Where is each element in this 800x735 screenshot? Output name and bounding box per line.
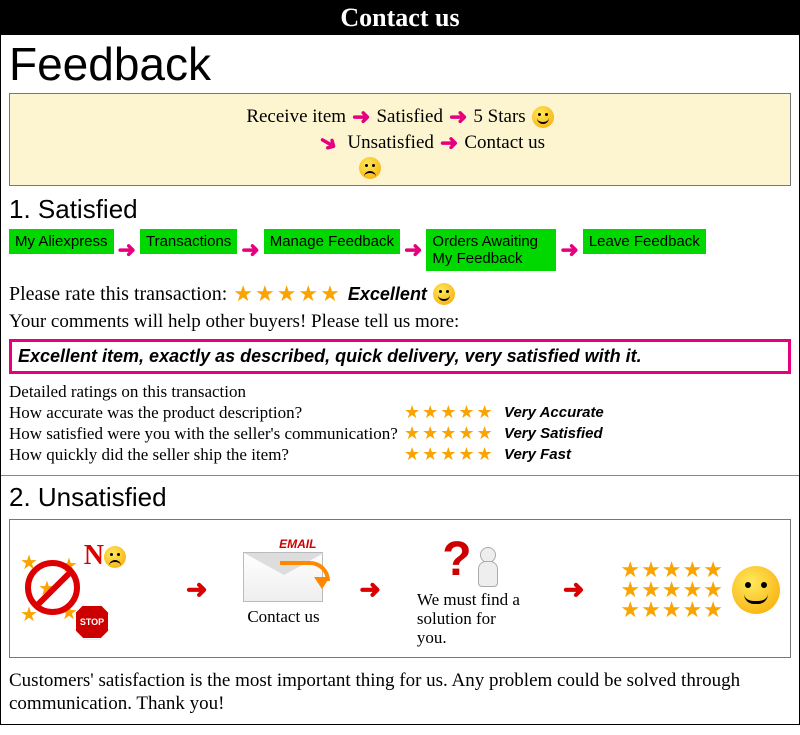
flow-receive: Receive item [246,106,346,128]
nav-step: My Aliexpress [9,229,114,254]
detail-a3: Very Fast [504,446,571,463]
nav-step: Manage Feedback [264,229,400,254]
five-stars-icon: ★★★★★ [233,281,342,307]
detail-a2: Very Satisfied [504,425,603,442]
stars-icon: ★★★★★ [404,444,504,465]
nav-steps: My Aliexpress ➜ Transactions ➜ Manage Fe… [1,227,799,280]
big-smiley-icon [732,566,780,614]
no-stars-cell: ★ ★ ★ ★ ★ N STOP [20,550,150,630]
comment-box: Excellent item, exactly as described, qu… [9,339,791,374]
arrow-red-icon: ➜ [359,575,381,605]
rate-prompt: Please rate this transaction: [9,283,227,306]
detail-row: How accurate was the product description… [9,402,791,423]
nav-step: Leave Feedback [583,229,706,254]
detail-q2: How satisfied were you with the seller's… [9,424,404,444]
unsatisfied-row: ★ ★ ★ ★ ★ N STOP ➜ EMAIL Contact us ➜ [20,532,780,647]
flow-box: Receive item ➜ Satisfied ➜ 5 Stars ➜ Uns… [9,93,791,186]
footer-text: Customers' satisfaction is the most impo… [1,662,799,724]
solution-cell: ? We must find a solution for you. [417,532,527,647]
arrow-icon: ➜ [560,237,578,263]
arrow-diag-icon: ➜ [314,127,343,159]
comments-prompt: Your comments will help other buyers! Pl… [1,309,799,335]
detail-q3: How quickly did the seller ship the item… [9,445,404,465]
arrow-red-icon: ➜ [563,575,585,605]
page-container: Contact us Feedback Receive item ➜ Satis… [0,0,800,725]
flow-contact: Contact us [464,132,545,154]
no-label: N [84,540,126,572]
flow-unsatisfied: Unsatisfied [347,132,434,154]
excellent-label: Excellent [348,284,427,305]
sad-face-wrap [0,156,782,179]
rate-line: Please rate this transaction: ★★★★★ Exce… [1,279,799,309]
flow-row-2: ➜ Unsatisfied ➜ Contact us [78,130,782,156]
arrow-icon: ➜ [241,237,259,263]
detail-row: How quickly did the seller ship the item… [9,444,791,465]
nav-step: Transactions [140,229,237,254]
envelope-icon: EMAIL [243,552,323,602]
divider [1,475,799,476]
header-bar: Contact us [1,1,799,35]
stars-icon: ★★★★★ [404,402,504,423]
detail-a1: Very Accurate [504,404,604,421]
result-cell: ★★★★★ ★★★★★ ★★★★★ [620,560,780,619]
section-1-title: 1. Satisfied [1,190,799,227]
flow-satisfied: Satisfied [376,106,443,128]
stop-icon: STOP [74,604,110,640]
sad-icon [359,157,381,179]
detail-title: Detailed ratings on this transaction [9,382,791,402]
section-2-title: 2. Unsatisfied [1,478,799,515]
unsatisfied-box: ★ ★ ★ ★ ★ N STOP ➜ EMAIL Contact us ➜ [9,519,791,658]
detail-row: How satisfied were you with the seller's… [9,423,791,444]
flow-5stars: 5 Stars [473,106,525,128]
forbidden-stars-icon: ★ ★ ★ ★ ★ N STOP [20,550,110,630]
arrow-red-icon: ➜ [186,575,208,605]
arrow-icon: ➜ [449,104,467,130]
nav-step: Orders Awaiting My Feedback [426,229,556,272]
smiley-icon [433,283,455,305]
arrow-icon: ➜ [352,104,370,130]
contact-caption: Contact us [243,608,323,627]
flow-row-1: Receive item ➜ Satisfied ➜ 5 Stars [18,104,782,130]
arrow-icon: ➜ [118,237,136,263]
smiley-icon [532,106,554,128]
arrow-icon: ➜ [440,130,458,156]
contact-cell: EMAIL Contact us [243,552,323,627]
email-label: EMAIL [279,537,316,551]
solution-caption: We must find a solution for you. [417,591,527,647]
stars-grid-icon: ★★★★★ ★★★★★ ★★★★★ [620,560,724,619]
stars-icon: ★★★★★ [404,423,504,444]
feedback-title: Feedback [1,35,799,91]
question-figure-icon: ? [417,532,527,587]
arrow-icon: ➜ [404,237,422,263]
detail-ratings: Detailed ratings on this transaction How… [1,378,799,473]
detail-q1: How accurate was the product description… [9,403,404,423]
